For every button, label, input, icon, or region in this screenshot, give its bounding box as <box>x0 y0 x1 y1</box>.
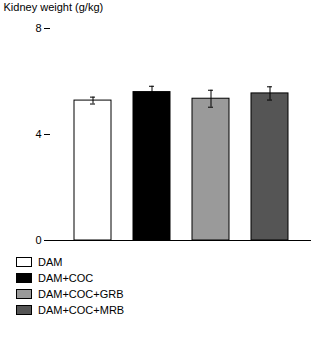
svg-text:0: 0 <box>35 234 41 246</box>
html-text:DAM+COC+GRB: DAM+COC+GRB <box>38 288 124 300</box>
html-text:DAM+COC: DAM+COC <box>38 272 94 284</box>
html-text:DAM: DAM <box>38 256 63 268</box>
html-text:DAM+COC+MRB: DAM+COC+MRB <box>38 304 125 316</box>
svg-text:8: 8 <box>35 22 41 34</box>
svg-text:Kidney weight (g/kg): Kidney weight (g/kg) <box>4 1 104 13</box>
svg-text:4: 4 <box>35 128 41 140</box>
